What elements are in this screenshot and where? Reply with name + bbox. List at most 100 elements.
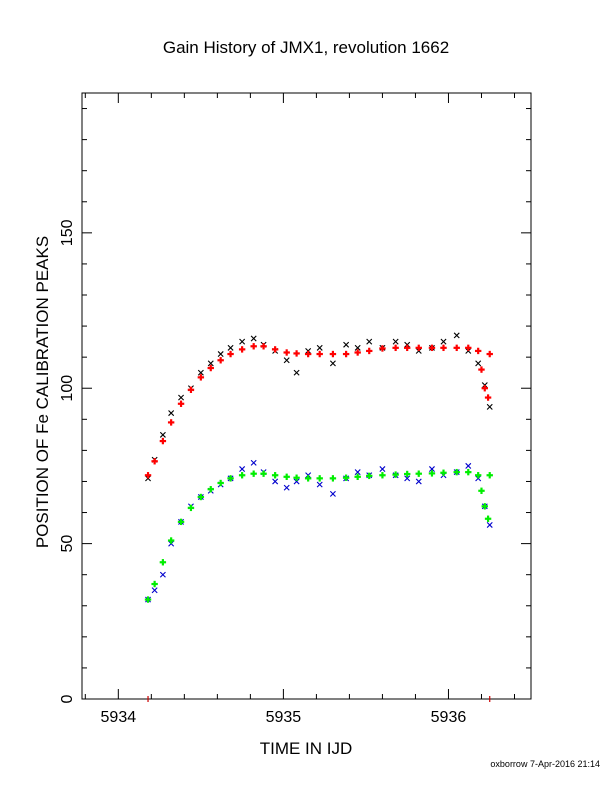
data-point bbox=[250, 459, 257, 466]
data-point bbox=[272, 478, 279, 485]
data-point bbox=[293, 369, 300, 376]
data-point bbox=[159, 431, 166, 438]
x-tick-label: 5936 bbox=[431, 709, 467, 726]
data-point-stroke bbox=[207, 360, 214, 367]
data-point bbox=[293, 474, 300, 481]
data-point bbox=[329, 350, 337, 358]
data-point bbox=[440, 338, 447, 345]
data-point bbox=[484, 515, 492, 522]
data-point-stroke bbox=[316, 344, 323, 351]
data-point bbox=[486, 521, 493, 528]
data-point bbox=[478, 366, 485, 373]
data-point bbox=[167, 537, 175, 544]
data-point bbox=[486, 472, 493, 479]
data-point bbox=[392, 338, 399, 345]
data-point bbox=[484, 394, 492, 401]
series-3 bbox=[144, 468, 493, 603]
data-point bbox=[481, 503, 488, 510]
y-tick-label: 150 bbox=[59, 219, 76, 246]
data-point bbox=[428, 470, 436, 477]
data-point bbox=[197, 374, 205, 381]
data-point-stroke bbox=[440, 338, 447, 345]
data-point bbox=[354, 469, 361, 476]
data-point bbox=[474, 347, 482, 355]
data-point-stroke bbox=[178, 394, 185, 401]
data-point bbox=[197, 493, 205, 501]
axis-ticks bbox=[82, 93, 531, 700]
data-point bbox=[144, 596, 152, 603]
data-point bbox=[366, 472, 373, 480]
data-point bbox=[239, 338, 246, 345]
data-point bbox=[366, 347, 373, 355]
data-point bbox=[486, 350, 493, 358]
data-point bbox=[207, 364, 214, 372]
data-point bbox=[227, 475, 234, 482]
data-point bbox=[167, 419, 175, 426]
data-point bbox=[354, 473, 361, 480]
data-marks bbox=[144, 332, 493, 702]
x-axis-label: TIME IN IJD bbox=[260, 739, 353, 758]
data-point-stroke bbox=[293, 369, 300, 376]
data-point bbox=[415, 478, 422, 485]
data-point bbox=[144, 472, 152, 479]
data-point bbox=[178, 394, 185, 401]
data-point-stroke bbox=[453, 332, 460, 339]
data-point bbox=[151, 458, 158, 465]
data-point bbox=[316, 475, 323, 482]
data-point bbox=[475, 360, 482, 367]
data-point bbox=[239, 466, 246, 473]
data-point bbox=[392, 471, 399, 478]
data-point-stroke bbox=[366, 338, 373, 345]
data-point-stroke bbox=[293, 478, 300, 485]
data-point bbox=[316, 350, 323, 358]
data-point-stroke bbox=[283, 484, 290, 491]
data-point-stroke bbox=[329, 360, 336, 367]
data-point bbox=[366, 338, 373, 345]
data-point bbox=[187, 504, 195, 512]
data-point-stroke bbox=[283, 357, 290, 364]
data-point bbox=[197, 369, 204, 376]
data-point bbox=[453, 468, 460, 476]
data-point bbox=[415, 470, 422, 477]
data-point bbox=[415, 344, 422, 352]
data-point bbox=[428, 466, 435, 473]
data-point-stroke bbox=[197, 369, 204, 376]
data-point-stroke bbox=[272, 478, 279, 485]
y-axis-label: POSITION OF Fe CALIBRATION PEAKS bbox=[33, 236, 52, 548]
data-point bbox=[404, 475, 411, 482]
data-point-stroke bbox=[404, 475, 411, 482]
data-point-stroke bbox=[354, 344, 361, 351]
data-point bbox=[207, 486, 214, 493]
y-tick-label: 100 bbox=[59, 375, 76, 402]
chart-title: Gain History of JMX1, revolution 1662 bbox=[163, 38, 449, 57]
data-point bbox=[271, 472, 279, 479]
data-point bbox=[379, 345, 386, 352]
data-point bbox=[329, 475, 337, 482]
data-point bbox=[403, 470, 411, 478]
data-point-stroke bbox=[239, 466, 246, 473]
data-point-stroke bbox=[217, 351, 224, 358]
data-point-stroke bbox=[159, 431, 166, 438]
data-point-stroke bbox=[415, 478, 422, 485]
data-point bbox=[238, 346, 246, 353]
data-point bbox=[465, 468, 472, 476]
y-tick-label: 0 bbox=[59, 694, 76, 703]
data-point bbox=[481, 385, 488, 392]
plot-frame bbox=[81, 92, 532, 700]
data-point bbox=[316, 344, 323, 351]
data-point bbox=[217, 479, 224, 487]
data-point bbox=[440, 469, 447, 476]
data-point-stroke bbox=[392, 338, 399, 345]
data-point bbox=[159, 559, 167, 566]
data-point bbox=[283, 473, 290, 480]
series-1 bbox=[144, 343, 493, 479]
data-point bbox=[250, 335, 257, 342]
data-point-stroke bbox=[465, 462, 472, 469]
data-point-stroke bbox=[250, 459, 257, 466]
x-tick-label: 5935 bbox=[266, 709, 302, 726]
data-point bbox=[342, 350, 350, 358]
data-point bbox=[159, 571, 166, 578]
data-point-stroke bbox=[168, 410, 175, 417]
data-point bbox=[486, 403, 493, 410]
